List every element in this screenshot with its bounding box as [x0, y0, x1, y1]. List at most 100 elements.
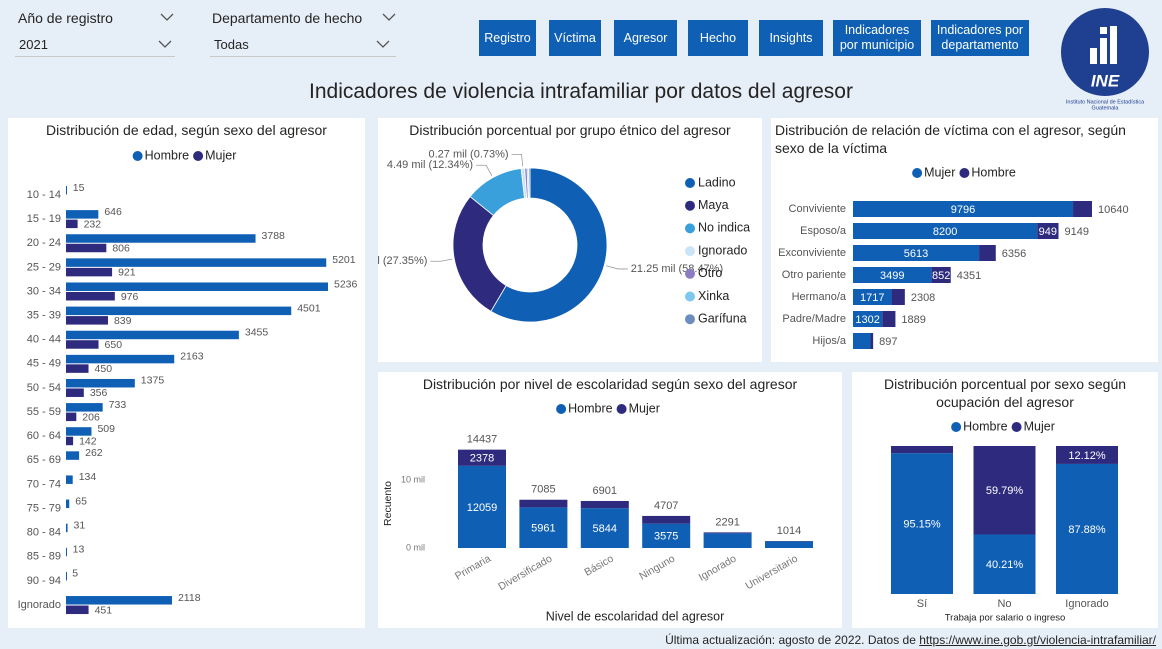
category-label: 30 - 34: [27, 285, 61, 297]
value-label: 2163: [180, 351, 204, 363]
legend: Hombre Mujer: [951, 419, 1055, 433]
value-label: 262: [85, 447, 103, 459]
nav-button[interactable]: Registro: [479, 20, 536, 56]
donut-slice: [452, 196, 507, 312]
value-label: 3788: [262, 230, 286, 242]
bar-segment: [1073, 201, 1092, 217]
category-label: 50 - 54: [27, 382, 61, 394]
category-label: 90 - 94: [27, 575, 61, 587]
bar: [66, 186, 67, 195]
bar: [66, 523, 68, 533]
chart-panel: Mujer Hombre Conviviente 9796 10640 Esposo/a 8…: [771, 118, 1158, 362]
value-label: 356: [90, 387, 108, 399]
chevron: [382, 13, 396, 21]
bar-segment: [891, 453, 953, 594]
chart-panel: 21.25 mil (58.47%) 9.94 mil (27.35%) 4.49 …: [378, 118, 762, 362]
total-label: 2291: [715, 516, 739, 528]
value-label: 0.27 mil (0.73%): [428, 148, 508, 160]
bar: [66, 605, 89, 615]
category-label: 85 - 89: [27, 551, 61, 563]
bar: [66, 306, 292, 316]
value-label: 3499: [880, 270, 904, 282]
value-label: 976: [121, 291, 139, 303]
filter-label: Departamento de hecho: [212, 10, 363, 26]
value-label: 839: [114, 315, 132, 327]
category-label: Hijos/a: [812, 335, 847, 347]
total-label: 6901: [593, 485, 617, 497]
legend-marker: [951, 422, 962, 432]
x-axis-title: Trabaja por salario o ingreso: [945, 613, 1066, 624]
bar-segment: [882, 311, 896, 327]
nav-button[interactable]: Víctima: [549, 20, 601, 56]
value-label: 5844: [593, 523, 617, 535]
bar-segment: [973, 446, 1036, 535]
chart-title: Distribución de relación de víctima con …: [775, 122, 1126, 156]
legend-label: Otro: [698, 266, 722, 280]
category-label: 80 - 84: [27, 527, 61, 539]
value-label: 509: [97, 423, 115, 435]
total-label: 7085: [531, 484, 555, 496]
filter-value: 2021: [19, 37, 48, 52]
legend-label: Hombre: [568, 401, 613, 415]
bar: [66, 258, 327, 267]
footer-link[interactable]: https://www.ine.gob.gt/violencia-intrafa…: [919, 633, 1156, 647]
value-label: 921: [118, 267, 136, 279]
value-label: 87.88%: [1068, 524, 1106, 536]
filter-select[interactable]: Todas: [210, 32, 396, 57]
legend-marker: [685, 200, 695, 211]
nav-button[interactable]: Indicadores por municipio: [833, 20, 921, 56]
legend-label: Maya: [698, 198, 729, 212]
value-label: 2118: [178, 592, 201, 604]
value-label: 5613: [904, 248, 928, 260]
legend-label: Xinka: [698, 289, 729, 303]
category-label: 70 - 74: [27, 478, 61, 490]
filter-select[interactable]: 2021: [15, 32, 175, 57]
bar-segment: [973, 534, 1036, 594]
legend-label: Ladino: [698, 175, 736, 189]
bar-segment: [870, 333, 874, 349]
nav-button[interactable]: Insights: [759, 20, 823, 56]
legend-label: Mujer: [1024, 419, 1055, 433]
bar-segment: [931, 267, 951, 283]
x-tick-label: Ninguno: [637, 553, 677, 583]
value-label: 1717: [860, 292, 884, 304]
x-tick-label: Sí: [917, 598, 927, 610]
category-label: 20 - 24: [27, 237, 61, 249]
category-label: Exconviviente: [778, 247, 846, 259]
value-label: 5: [72, 568, 78, 580]
bar-segment: [703, 532, 752, 534]
total-label: 10640: [1098, 204, 1129, 216]
nav-button[interactable]: Indicadores por departamento: [931, 20, 1029, 56]
bar-segment: [853, 223, 1038, 239]
bar: [66, 403, 103, 412]
value-label: 4.49 mil (12.34%): [387, 159, 473, 171]
category-label: 55 - 59: [27, 406, 61, 418]
category-label: 60 - 64: [27, 430, 61, 442]
value-label: 646: [104, 206, 122, 218]
legend: Mujer Hombre: [912, 165, 1016, 179]
logo: INE Instituto Nacional de Estadística Gu…: [1061, 8, 1149, 111]
legend-marker: [959, 168, 970, 178]
bar: [66, 267, 113, 277]
nav-button[interactable]: Hecho: [688, 20, 748, 56]
legend: Hombre Mujer: [556, 401, 660, 415]
bar: [66, 234, 256, 243]
legend-marker: [685, 178, 695, 188]
logo-caption: Guatemala: [1092, 105, 1120, 111]
legend-marker: [912, 168, 923, 178]
chart-title: Distribución por nivel de escolaridad se…: [422, 376, 798, 392]
legend-marker: [556, 404, 567, 414]
nav-button[interactable]: Agresor: [614, 20, 677, 56]
value-label: 5236: [334, 278, 358, 290]
value-label: 12059: [467, 502, 498, 514]
value-label: 949: [1039, 226, 1057, 238]
legend-marker: [685, 268, 695, 279]
value-label: 5961: [531, 523, 555, 535]
bar-segment: [853, 333, 871, 349]
bar-segment: [853, 201, 1074, 217]
value-label: 2378: [470, 453, 494, 465]
bar-segment: [703, 533, 752, 548]
value-label: 134: [79, 471, 97, 483]
leader-line: [511, 153, 524, 167]
